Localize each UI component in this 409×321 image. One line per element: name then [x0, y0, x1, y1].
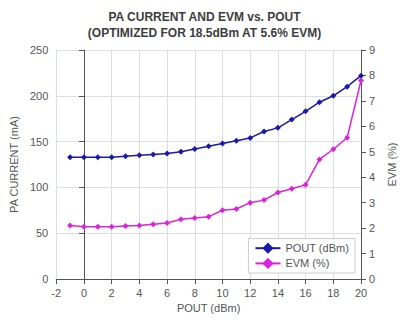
svg-text:150: 150	[30, 136, 48, 148]
svg-text:2: 2	[369, 222, 375, 234]
svg-text:200: 200	[30, 90, 48, 102]
svg-text:14: 14	[272, 287, 284, 299]
svg-text:4: 4	[369, 171, 375, 183]
svg-text:7: 7	[369, 95, 375, 107]
svg-text:16: 16	[299, 287, 311, 299]
svg-text:EVM (%): EVM (%)	[386, 143, 398, 187]
svg-text:8: 8	[369, 69, 375, 81]
svg-text:8: 8	[192, 287, 198, 299]
svg-text:4: 4	[136, 287, 142, 299]
svg-text:0: 0	[369, 273, 375, 285]
svg-text:20: 20	[355, 287, 367, 299]
svg-text:0: 0	[81, 287, 87, 299]
svg-text:18: 18	[327, 287, 339, 299]
svg-text:2: 2	[109, 287, 115, 299]
svg-text:12: 12	[244, 287, 256, 299]
svg-text:3: 3	[369, 197, 375, 209]
svg-text:50: 50	[36, 227, 48, 239]
svg-text:5: 5	[369, 146, 375, 158]
svg-text:250: 250	[30, 44, 48, 56]
svg-text:EVM (%): EVM (%)	[285, 257, 329, 269]
svg-text:PA CURRENT AND EVM vs. POUT: PA CURRENT AND EVM vs. POUT	[108, 10, 301, 24]
svg-text:6: 6	[369, 120, 375, 132]
svg-text:10: 10	[216, 287, 228, 299]
svg-text:(OPTIMIZED FOR 18.5dBm AT 5.6%: (OPTIMIZED FOR 18.5dBm AT 5.6% EVM)	[88, 26, 321, 40]
svg-text:PA CURRENT (mA): PA CURRENT (mA)	[8, 116, 20, 213]
svg-text:POUT (dBm): POUT (dBm)	[177, 302, 240, 314]
svg-text:9: 9	[369, 44, 375, 56]
svg-text:100: 100	[30, 181, 48, 193]
svg-text:6: 6	[164, 287, 170, 299]
svg-text:1: 1	[369, 248, 375, 260]
svg-text:0: 0	[42, 273, 48, 285]
svg-text:POUT (dBm): POUT (dBm)	[285, 242, 348, 254]
svg-text:-2: -2	[51, 287, 61, 299]
